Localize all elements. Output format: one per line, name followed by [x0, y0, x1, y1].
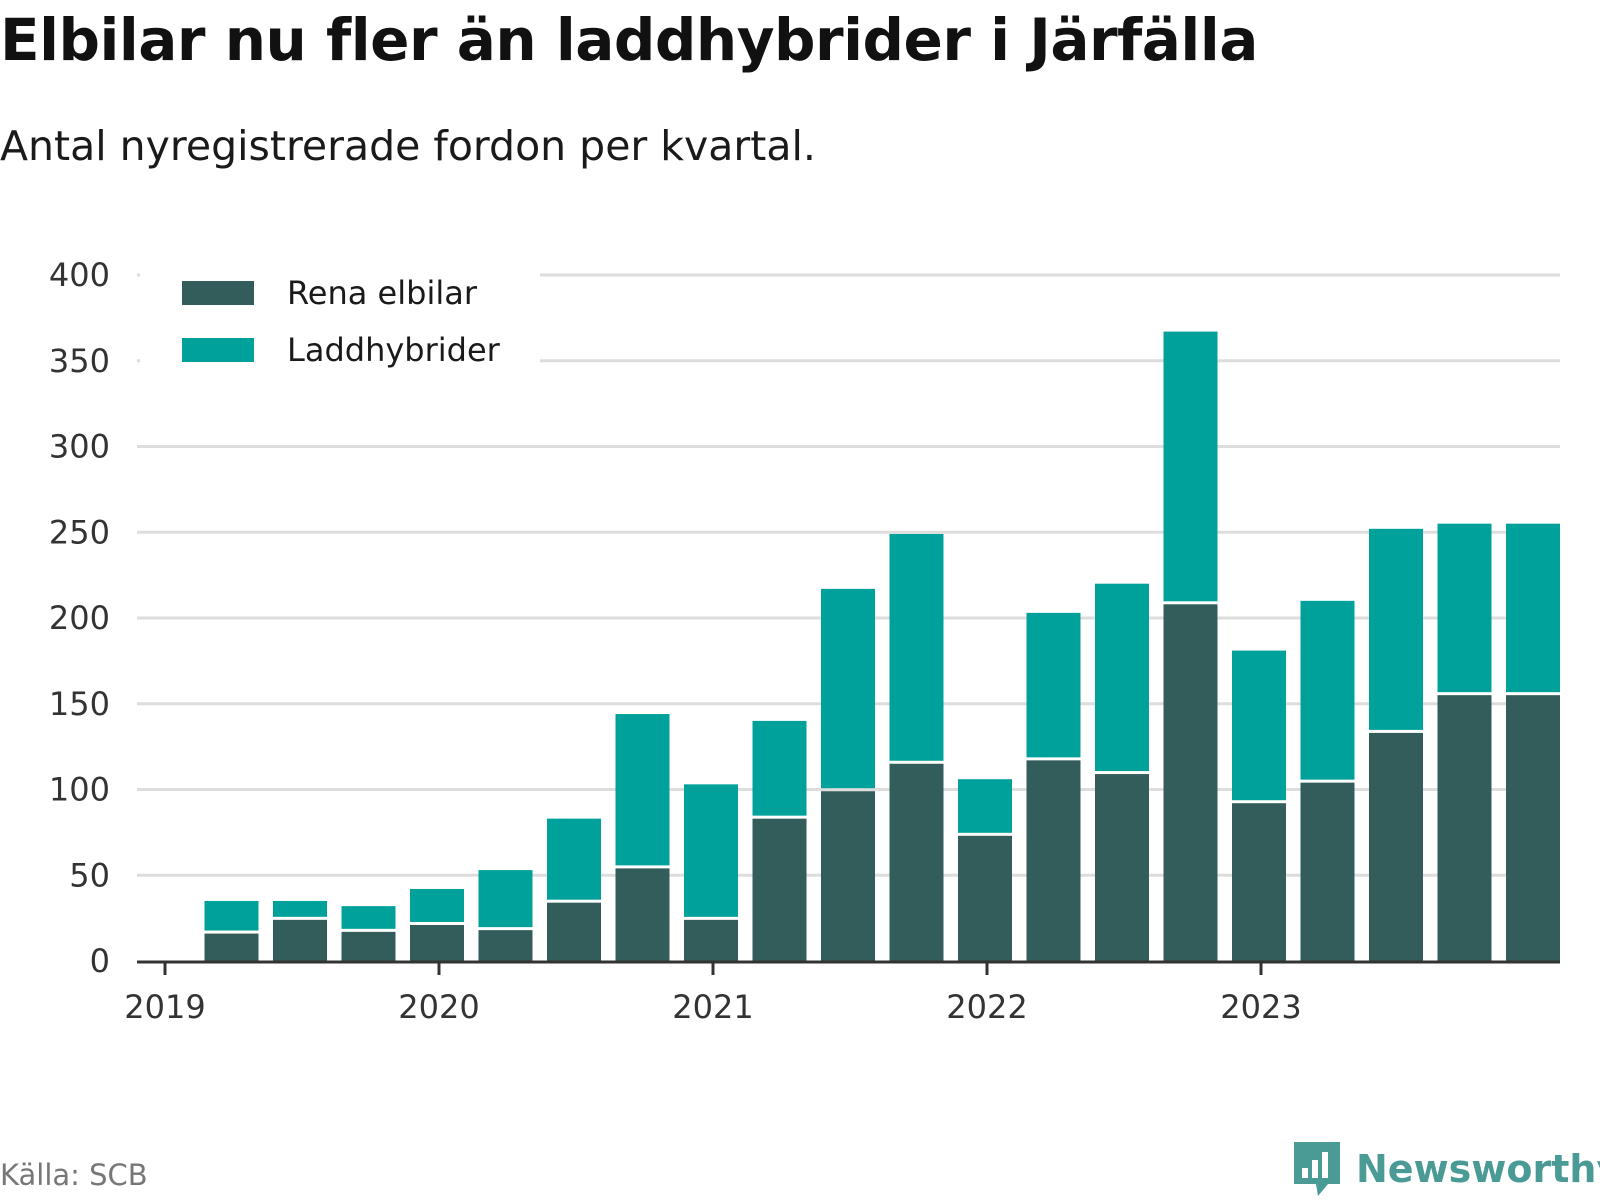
x-tick-label-2020: 2020	[398, 988, 479, 1026]
legend-label-2: Laddhybrider	[287, 331, 501, 369]
bar-rena-elbilar-18	[1369, 732, 1423, 961]
bar-rena-elbilar-16	[1232, 803, 1286, 961]
x-tick-label-2021: 2021	[672, 988, 753, 1026]
y-tick-label-0: 0	[90, 942, 110, 980]
bar-laddhybrider-5	[478, 870, 533, 928]
bar-rena-elbilar-9	[752, 818, 807, 961]
bar-rena-elbilar-13	[1026, 760, 1081, 961]
bar-laddhybrider-3	[341, 906, 396, 929]
bar-rena-elbilar-4	[410, 924, 464, 961]
legend: Rena elbilar Laddhybrider	[140, 268, 540, 378]
x-tick-label-2022: 2022	[946, 988, 1027, 1026]
bar-laddhybrider-13	[1026, 612, 1081, 758]
x-tick-label-2019: 2019	[124, 988, 205, 1026]
bar-laddhybrider-2	[273, 900, 327, 917]
bar-laddhybrider-6	[547, 818, 601, 900]
source-note: Källa: SCB	[0, 1158, 148, 1192]
bar-rena-elbilar-1	[204, 933, 259, 961]
bar-laddhybrider-19	[1437, 523, 1492, 693]
legend-label-1: Rena elbilar	[287, 274, 478, 312]
y-axis-labels: 0 50 100 150 200 250 300 350 400	[49, 256, 110, 980]
y-tick-label-350: 350	[49, 342, 110, 380]
bar-laddhybrider-18	[1369, 528, 1423, 730]
chart-title: Elbilar nu fler än laddhybrider i Järfäl…	[0, 6, 1258, 74]
y-tick-label-50: 50	[69, 856, 110, 894]
legend-swatch-2	[182, 338, 254, 362]
legend-swatch-1	[182, 281, 254, 305]
bar-laddhybrider-9	[752, 720, 807, 816]
bar-laddhybrider-16	[1232, 650, 1286, 801]
bar-laddhybrider-12	[958, 779, 1012, 833]
bar-rena-elbilar-6	[547, 902, 601, 961]
stacked-bar-chart: 0 50 100 150 200 250 300 350 400 2019 2020 2021 202…	[49, 256, 1560, 1026]
bar-rena-elbilar-14	[1095, 774, 1149, 961]
x-axis: 2019 2020 2021 2022 2023	[124, 960, 1560, 1026]
brand-logo: Newsworthy	[1292, 1140, 1600, 1198]
bar-rena-elbilar-11	[889, 763, 944, 961]
y-tick-label-400: 400	[49, 256, 110, 294]
y-tick-label-250: 250	[49, 513, 110, 551]
bar-laddhybrider-17	[1300, 600, 1355, 780]
bar-rena-elbilar-7	[615, 868, 670, 961]
bar-laddhybrider-11	[889, 533, 944, 761]
bar-rena-elbilar-2	[273, 919, 327, 961]
chart-subtitle: Antal nyregistrerade fordon per kvartal.	[0, 122, 816, 170]
x-tick-label-2023: 2023	[1220, 988, 1301, 1026]
bar-laddhybrider-1	[204, 900, 259, 931]
bar-rena-elbilar-19	[1437, 695, 1492, 961]
y-tick-label-100: 100	[49, 771, 110, 809]
bar-rena-elbilar-10	[821, 791, 875, 961]
bar-laddhybrider-8	[684, 784, 738, 917]
bar-laddhybrider-14	[1095, 583, 1149, 772]
bar-rena-elbilar-12	[958, 835, 1012, 961]
bar-chart-icon	[1294, 1142, 1340, 1196]
bar-rena-elbilar-17	[1300, 782, 1355, 961]
bar-laddhybrider-10	[821, 588, 875, 789]
bar-laddhybrider-7	[615, 714, 670, 866]
bar-rena-elbilar-15	[1163, 604, 1218, 961]
bars	[204, 331, 1560, 961]
bar-rena-elbilar-3	[341, 931, 396, 961]
bar-rena-elbilar-8	[684, 919, 738, 961]
y-tick-label-200: 200	[49, 599, 110, 637]
y-tick-label-300: 300	[49, 428, 110, 466]
bar-laddhybrider-20	[1506, 523, 1560, 693]
bar-rena-elbilar-5	[478, 930, 533, 961]
y-tick-label-150: 150	[49, 685, 110, 723]
bar-laddhybrider-15	[1163, 331, 1218, 602]
bar-rena-elbilar-20	[1506, 695, 1560, 961]
brand-name: Newsworthy	[1356, 1147, 1600, 1191]
bar-laddhybrider-4	[410, 888, 464, 922]
